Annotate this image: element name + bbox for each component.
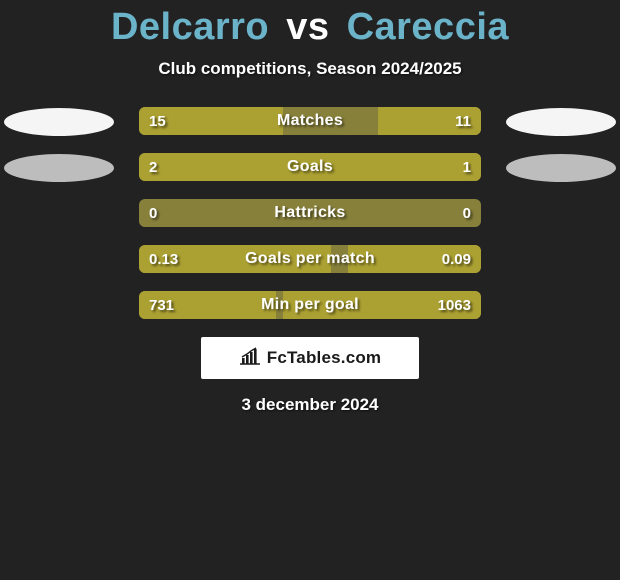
stat-label: Hattricks: [139, 199, 481, 227]
stat-row: 21Goals: [0, 153, 620, 183]
player1-shape: [4, 108, 114, 136]
stat-bar: 00Hattricks: [139, 199, 481, 227]
credit-text: FcTables.com: [267, 348, 382, 368]
date-text: 3 december 2024: [0, 395, 620, 415]
stat-bar: 7311063Min per goal: [139, 291, 481, 319]
stat-bar: 21Goals: [139, 153, 481, 181]
stat-bar: 0.130.09Goals per match: [139, 245, 481, 273]
stat-row: 00Hattricks: [0, 199, 620, 229]
subtitle: Club competitions, Season 2024/2025: [0, 59, 620, 79]
stat-row: 1511Matches: [0, 107, 620, 137]
player2-name: Careccia: [347, 6, 509, 48]
vs-text: vs: [286, 6, 329, 48]
stat-label: Goals: [139, 153, 481, 181]
stat-label: Goals per match: [139, 245, 481, 273]
player2-shape: [506, 108, 616, 136]
chart-bars-icon: [239, 347, 261, 370]
player1-name: Delcarro: [111, 6, 269, 48]
credit-badge: FcTables.com: [201, 337, 419, 379]
stat-row: 7311063Min per goal: [0, 291, 620, 321]
player2-shape: [506, 154, 616, 182]
stat-rows: 1511Matches 21Goals 00Hattricks 0.130.09Goa…: [0, 107, 620, 321]
stat-bar: 1511Matches: [139, 107, 481, 135]
stat-label: Min per goal: [139, 291, 481, 319]
page-title: Delcarro vs Careccia: [0, 0, 620, 49]
player1-shape: [4, 154, 114, 182]
stat-row: 0.130.09Goals per match: [0, 245, 620, 275]
stat-label: Matches: [139, 107, 481, 135]
